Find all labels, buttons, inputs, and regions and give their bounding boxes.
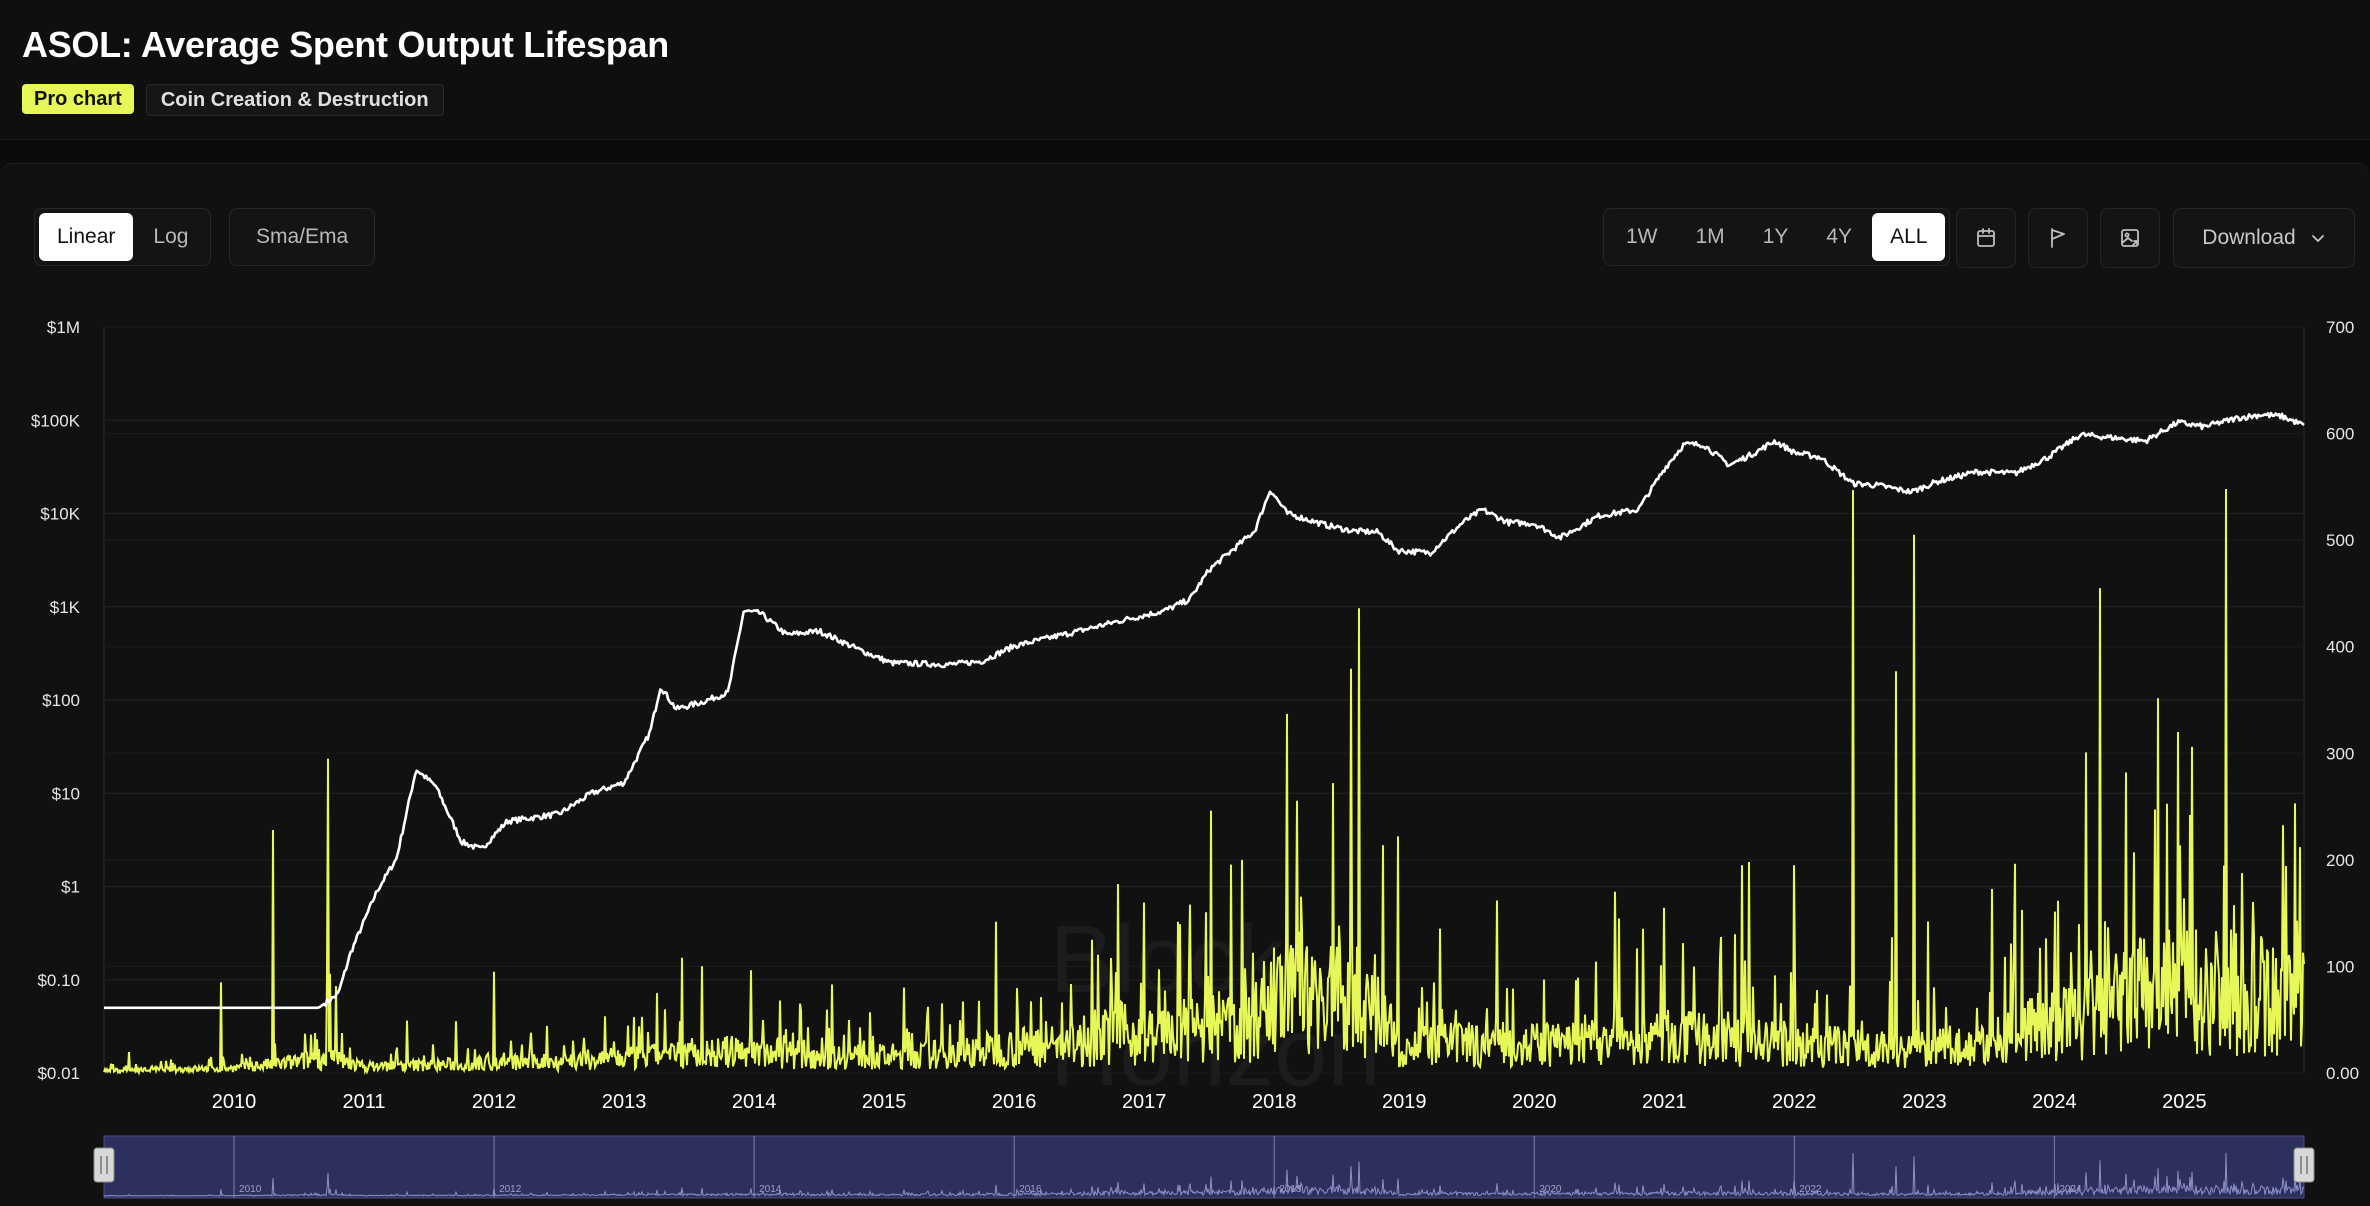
image-export-icon <box>2121 229 2139 247</box>
x-tick-label: 2018 <box>1252 1091 1297 1113</box>
y-left-tick-label: $100K <box>31 411 81 430</box>
axes: $0.01 $0.10 $1 $10 $100 $1K $10K $100K $1M 0.00 10… <box>31 318 2359 1113</box>
calendar-icon <box>1977 228 1995 247</box>
y-left-tick-label: $100 <box>42 691 80 710</box>
y-right-tick-label: 0.00 <box>2326 1064 2359 1083</box>
x-tick-label: 2016 <box>992 1091 1037 1113</box>
scale-toggle: Linear Log <box>34 208 212 266</box>
y-left-tick-label: $1 <box>61 878 80 897</box>
range-navigator[interactable]: 2010 2012 2014 2016 2018 2020 2022 2024 <box>0 1130 2370 1206</box>
y-right-tick-label: 600 <box>2326 425 2354 444</box>
category-tag[interactable]: Coin Creation & Destruction <box>145 84 444 116</box>
watermark-line-1: Block <box>1050 906 1286 1013</box>
export-image-button[interactable] <box>2100 208 2160 268</box>
navigator-tick-label: 2012 <box>499 1184 522 1195</box>
tag-row: Pro chart Coin Creation & Destruction <box>22 84 444 116</box>
navigator-left-handle[interactable] <box>93 1147 115 1183</box>
navigator-window <box>103 1135 2305 1199</box>
y-left-tick-label: $1M <box>47 318 80 337</box>
asol-series <box>103 488 2305 1076</box>
x-tick-label: 2019 <box>1382 1091 1427 1113</box>
log-button[interactable]: Log <box>135 213 206 261</box>
y-left-tick-label: $0.01 <box>37 1064 80 1083</box>
x-tick-label: 2022 <box>1772 1091 1817 1113</box>
grid-lines <box>103 326 2305 1074</box>
navigator-tick-label: 2020 <box>1539 1184 1562 1195</box>
navigator-right-handle[interactable] <box>2293 1147 2315 1183</box>
range-4y-button[interactable]: 4Y <box>1808 213 1870 261</box>
x-tick-label: 2014 <box>732 1091 777 1113</box>
page-header: ASOL: Average Spent Output Lifespan Pro … <box>0 0 2370 140</box>
x-tick-label: 2023 <box>1902 1091 1947 1113</box>
asol-chart[interactable]: Block Horizon $0.01$0.10$1$10$100$1K$10K… <box>0 300 2370 1130</box>
page-title: ASOL: Average Spent Output Lifespan <box>22 24 669 65</box>
pro-chart-badge: Pro chart <box>22 84 134 114</box>
x-tick-label: 2013 <box>602 1091 647 1113</box>
y-right-tick-label: 500 <box>2326 531 2354 550</box>
navigator-tick-label: 2010 <box>239 1184 262 1195</box>
x-tick-label: 2015 <box>862 1091 907 1113</box>
download-label: Download <box>2202 226 2296 249</box>
y-right-tick-label: 400 <box>2326 638 2354 657</box>
range-selector: 1W 1M 1Y 4Y ALL <box>1603 208 1951 266</box>
linear-button[interactable]: Linear <box>39 213 134 261</box>
y-right-tick-label: 300 <box>2326 744 2354 763</box>
sma-ema-button[interactable]: Sma/Ema <box>234 213 370 261</box>
x-tick-label: 2011 <box>343 1091 386 1113</box>
x-tick-label: 2017 <box>1122 1091 1167 1113</box>
navigator-tick-label: 2018 <box>1279 1184 1302 1195</box>
x-tick-label: 2025 <box>2162 1091 2207 1113</box>
y-right-tick-label: 200 <box>2326 851 2354 870</box>
flag-icon <box>2051 228 2065 248</box>
sma-ema-group: Sma/Ema <box>229 208 376 266</box>
navigator-sparkline <box>103 1152 2305 1198</box>
range-1m-button[interactable]: 1M <box>1678 213 1743 261</box>
y-right-tick-label: 100 <box>2326 957 2354 976</box>
x-tick-label: 2010 <box>212 1091 257 1113</box>
y-left-tick-label: $10K <box>40 505 80 524</box>
range-1w-button[interactable]: 1W <box>1608 213 1676 261</box>
y-left-tick-label: $1K <box>50 598 81 617</box>
download-button[interactable]: Download <box>2173 208 2355 268</box>
range-1y-button[interactable]: 1Y <box>1745 213 1807 261</box>
x-tick-label: 2020 <box>1512 1091 1557 1113</box>
asol-line <box>103 488 2305 1076</box>
x-tick-label: 2012 <box>472 1091 517 1113</box>
price-series <box>104 411 2305 1010</box>
navigator-content: 2010 2012 2014 2016 2018 2020 2022 2024 <box>93 1135 2315 1199</box>
date-picker-button[interactable] <box>1956 208 2016 268</box>
range-all-button[interactable]: ALL <box>1872 213 1946 261</box>
navigator-tick-label: 2014 <box>759 1184 782 1195</box>
y-left-tick-label: $0.10 <box>37 971 80 990</box>
price-line <box>104 411 2305 1010</box>
y-left-tick-label: $10 <box>52 784 80 803</box>
navigator-tick-label: 2022 <box>1799 1184 1822 1195</box>
chevron-down-icon <box>2311 235 2324 243</box>
x-tick-label: 2024 <box>2032 1091 2077 1113</box>
y-right-tick-label: 700 <box>2326 318 2354 337</box>
navigator-tick-label: 2016 <box>1019 1184 1042 1195</box>
events-button[interactable] <box>2028 208 2088 268</box>
x-tick-label: 2021 <box>1642 1091 1687 1113</box>
